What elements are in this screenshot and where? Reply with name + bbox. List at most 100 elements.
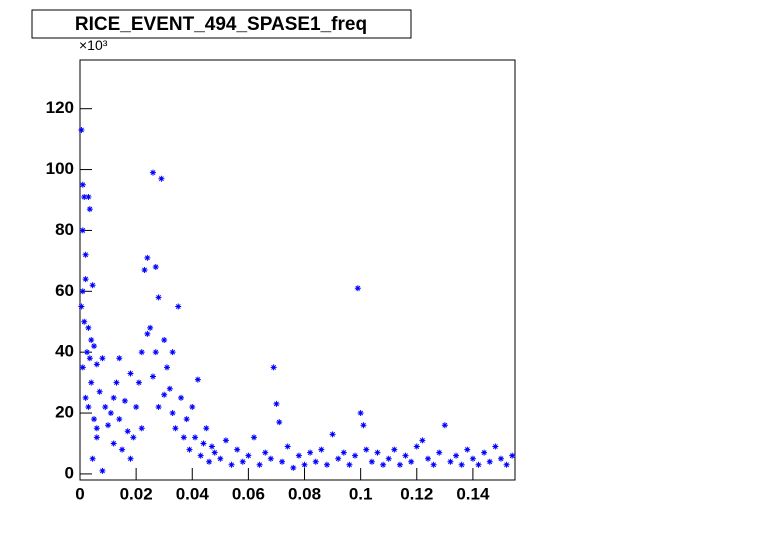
data-point xyxy=(99,355,106,362)
data-point xyxy=(130,434,137,441)
data-point xyxy=(189,403,196,410)
x-tick-label: 0.06 xyxy=(232,484,265,503)
x-tick-label: 0.08 xyxy=(288,484,321,503)
data-point xyxy=(284,443,291,450)
data-point xyxy=(380,461,387,468)
data-point xyxy=(152,349,159,356)
data-point xyxy=(82,394,89,401)
data-point xyxy=(464,446,471,453)
data-point xyxy=(486,458,493,465)
data-point xyxy=(79,181,86,188)
data-point xyxy=(141,267,148,273)
data-point xyxy=(152,263,159,270)
data-point xyxy=(425,455,431,462)
data-point xyxy=(107,410,114,417)
data-point xyxy=(203,425,210,432)
data-point xyxy=(234,446,241,453)
data-point xyxy=(119,446,126,453)
data-point xyxy=(509,452,516,459)
data-point xyxy=(110,440,117,447)
x-tick-label: 0.14 xyxy=(456,484,490,503)
data-point xyxy=(323,461,330,468)
data-point xyxy=(363,446,370,453)
data-point xyxy=(335,455,342,462)
data-point xyxy=(475,461,482,468)
data-point xyxy=(78,127,85,133)
data-point xyxy=(186,446,193,453)
data-point xyxy=(430,461,437,468)
data-point xyxy=(113,379,120,386)
data-point xyxy=(208,443,215,450)
x-tick-label: 0.12 xyxy=(400,484,433,503)
data-point xyxy=(124,428,131,435)
data-point xyxy=(85,193,92,200)
data-point xyxy=(164,364,170,371)
data-point xyxy=(245,452,252,459)
data-point xyxy=(102,403,109,410)
data-point xyxy=(497,455,504,462)
data-point xyxy=(85,403,92,410)
data-point xyxy=(374,449,381,456)
data-point xyxy=(385,455,392,462)
data-point xyxy=(105,422,112,429)
data-point xyxy=(396,461,403,468)
data-point xyxy=(458,461,465,468)
data-point xyxy=(155,403,162,410)
data-point xyxy=(161,337,168,343)
data-point xyxy=(481,449,488,456)
data-point xyxy=(89,282,96,289)
data-point xyxy=(436,449,443,456)
data-point xyxy=(81,193,88,200)
data-point xyxy=(166,385,173,392)
y-tick-label: 40 xyxy=(55,342,74,361)
data-point xyxy=(84,349,91,356)
data-point xyxy=(276,419,283,426)
data-point xyxy=(307,449,314,456)
data-point xyxy=(251,434,257,441)
data-point xyxy=(79,364,86,371)
data-point xyxy=(183,416,190,423)
data-point xyxy=(402,452,409,459)
data-point xyxy=(127,370,134,377)
data-point xyxy=(295,452,302,459)
data-point xyxy=(79,227,86,234)
data-point xyxy=(290,464,297,471)
y-tick-label: 100 xyxy=(46,159,74,178)
data-point xyxy=(135,379,142,386)
data-point xyxy=(161,391,168,398)
data-point xyxy=(138,425,145,432)
x-tick-label: 0.02 xyxy=(120,484,153,503)
data-point xyxy=(211,449,218,456)
data-point xyxy=(200,440,207,447)
data-point xyxy=(147,324,154,331)
y-tick-label: 0 xyxy=(65,463,74,482)
data-point xyxy=(144,254,151,261)
data-point xyxy=(121,397,128,404)
x-tick-label: 0.1 xyxy=(349,484,373,503)
data-point xyxy=(81,318,88,325)
data-point xyxy=(441,422,448,429)
x-tick-label: 0.04 xyxy=(176,484,210,503)
data-point xyxy=(93,434,100,441)
data-point xyxy=(228,461,235,468)
data-point xyxy=(329,431,336,438)
data-point xyxy=(138,349,145,356)
x-tick-label: 0 xyxy=(75,484,84,503)
data-point xyxy=(194,376,201,383)
data-point xyxy=(408,458,415,465)
data-point xyxy=(256,461,263,468)
data-point xyxy=(133,403,140,410)
data-point xyxy=(318,446,325,453)
data-point xyxy=(172,425,179,432)
data-point xyxy=(158,175,165,182)
data-point xyxy=(301,461,308,468)
chart-title: RICE_EVENT_494_SPASE1_freq xyxy=(75,14,367,35)
data-point xyxy=(149,169,156,176)
data-point xyxy=(116,416,123,423)
data-point xyxy=(368,458,375,465)
data-point xyxy=(222,437,229,444)
data-point xyxy=(78,303,85,310)
data-point xyxy=(85,324,92,331)
